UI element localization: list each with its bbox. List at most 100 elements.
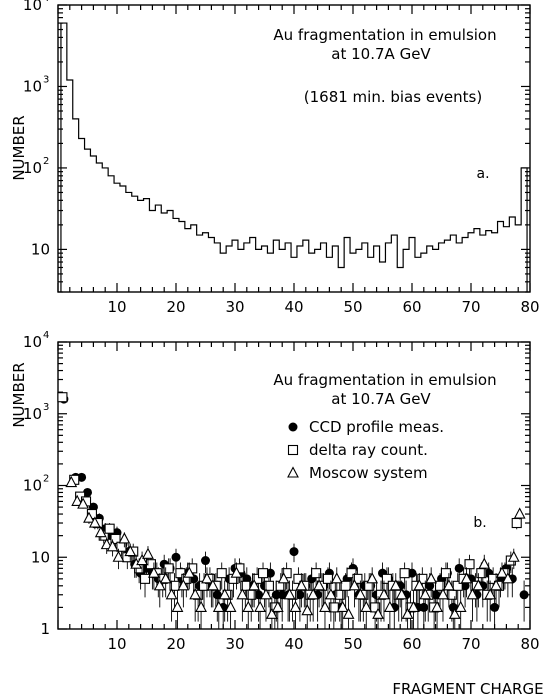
histogram-bin: [385, 243, 391, 292]
histogram-bin: [503, 227, 509, 292]
panel-a-ytick-label: 10: [23, 77, 42, 95]
data-point: [271, 600, 284, 612]
panel-a-title-line-1: Au fragmentation in emulsion: [273, 26, 496, 44]
data-point: [240, 580, 251, 591]
data-point: [348, 579, 361, 591]
data-point: [175, 568, 186, 579]
data-point: [328, 602, 339, 613]
histogram-bin: [326, 257, 332, 292]
panel-b-xtick-label: 40: [284, 635, 303, 653]
histogram-bin: [315, 249, 321, 292]
panel-a-xtick-label: 80: [520, 298, 539, 316]
data-point: [236, 588, 249, 600]
data-point: [212, 600, 225, 612]
histogram-bin: [297, 246, 303, 292]
data-point: [254, 590, 264, 600]
data-point: [283, 588, 296, 600]
data-point: [417, 573, 428, 584]
histogram-bin: [433, 249, 439, 292]
histogram-bin: [421, 253, 427, 292]
data-point: [407, 600, 420, 612]
data-point: [254, 600, 266, 612]
data-point: [110, 533, 121, 544]
histogram-bin: [309, 253, 315, 292]
histogram-bin: [403, 249, 409, 292]
data-point: [165, 588, 178, 600]
data-point: [501, 572, 514, 584]
data-point: [425, 581, 435, 591]
histogram-bin: [155, 205, 161, 292]
data-point: [313, 579, 325, 591]
histogram-bin: [179, 222, 185, 292]
data-point: [334, 589, 345, 600]
data-point: [293, 573, 304, 584]
panel-b-x-axis: 10 20 30 40 50 60 70 80: [57, 342, 540, 653]
histogram-bin: [173, 218, 179, 292]
histogram-bin: [273, 240, 279, 292]
histogram-outline: [60, 22, 528, 292]
data-point: [171, 600, 184, 612]
panel-a-ylabel: NUMBER: [10, 115, 28, 180]
histogram-bin: [114, 183, 120, 292]
data-point: [57, 392, 68, 403]
histogram-bin: [61, 23, 67, 292]
histogram-bin: [132, 196, 138, 292]
data-point: [340, 580, 351, 591]
data-point: [466, 588, 479, 600]
histogram-bin: [120, 186, 126, 292]
panel-b-xtick-label: 30: [225, 635, 244, 653]
panel-a: NUMBER Au fragmentation in emulsion at 1…: [10, 0, 540, 316]
panel-a-ytick-label: 10: [31, 240, 50, 258]
data-point: [265, 607, 278, 619]
data-point: [183, 566, 196, 578]
histogram-bin: [73, 119, 79, 292]
histogram-bin: [226, 246, 232, 292]
data-point: [452, 580, 463, 591]
data-point: [301, 604, 314, 616]
data-point: [124, 544, 137, 557]
legend-marker: [287, 466, 299, 478]
data-point: [319, 600, 331, 612]
data-point: [448, 607, 461, 619]
histogram-bin: [208, 237, 214, 292]
panel-a-ytick-exponent: 2: [43, 156, 49, 167]
data-point: [311, 568, 322, 579]
data-point: [212, 590, 222, 600]
panel-b-ytick-exponent: 3: [43, 402, 49, 413]
histogram-bin: [96, 163, 102, 292]
data-point: [142, 547, 154, 559]
histogram-bin: [462, 237, 468, 292]
panel-a-xtick-label: 40: [284, 298, 303, 316]
panel-b-ytick-label: 10: [31, 548, 50, 566]
data-point: [201, 572, 213, 584]
panel-a-x-axis: 10 20 30 40 50 60 70 80: [57, 5, 540, 316]
panel-b-xtick-label: 60: [402, 635, 421, 653]
panel-a-xtick-label: 60: [402, 298, 421, 316]
data-point: [169, 580, 180, 591]
legend-label: delta ray count.: [309, 441, 428, 459]
histogram-bin: [138, 200, 144, 292]
data-point: [352, 573, 363, 584]
histogram-bin: [90, 156, 96, 292]
histogram-bin: [509, 217, 515, 292]
data-point: [419, 602, 429, 612]
data-point: [277, 572, 290, 584]
histogram-bin: [203, 233, 209, 292]
data-point: [206, 579, 219, 591]
data-point: [513, 507, 526, 519]
data-point: [195, 600, 207, 612]
panel-a-xtick-label: 50: [343, 298, 362, 316]
histogram-bin: [126, 192, 132, 292]
panel-b-title-line-1: Au fragmentation in emulsion: [273, 371, 496, 389]
data-point: [454, 600, 467, 612]
histogram-bin: [391, 235, 397, 292]
data-point: [399, 568, 410, 579]
data-point: [336, 600, 349, 612]
data-point: [65, 475, 78, 488]
histogram-bin: [250, 237, 256, 292]
data-point: [177, 579, 190, 591]
histogram-bin: [244, 243, 250, 292]
data-point: [490, 602, 500, 612]
histogram-bin: [444, 240, 450, 292]
